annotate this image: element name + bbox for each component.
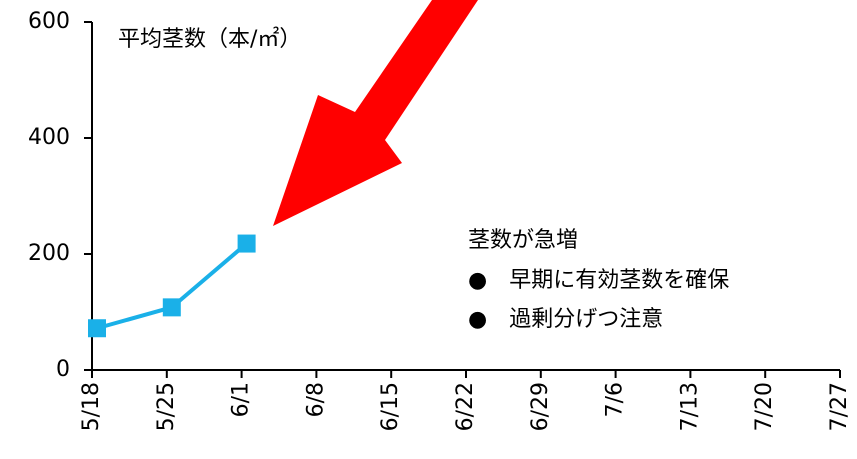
annotation: ● 過剰分げつ注意 — [468, 307, 663, 332]
marker — [162, 298, 181, 317]
marker — [237, 234, 256, 253]
y-tick-label: 400 — [28, 125, 70, 150]
chart-title: 平均茎数（本/㎡） — [118, 26, 301, 52]
y-tick-label: 200 — [28, 241, 70, 266]
annotation: 茎数が急増 — [468, 228, 578, 253]
x-tick-label: 7/6 — [603, 382, 628, 417]
x-tick-label: 6/22 — [453, 382, 478, 431]
marker — [88, 319, 106, 338]
x-tick-label: 7/20 — [752, 382, 777, 431]
x-tick-label: 7/13 — [677, 382, 702, 431]
x-tick-label: 6/1 — [229, 382, 254, 417]
annotation: ● 早期に有効茎数を確保 — [468, 268, 729, 293]
red-arrow — [273, 0, 478, 226]
x-tick-label: 6/8 — [303, 382, 328, 417]
x-tick-label: 7/27 — [827, 382, 852, 431]
x-tick-label: 5/18 — [79, 382, 104, 431]
y-tick-label: 0 — [56, 357, 70, 382]
x-tick-label: 6/29 — [528, 382, 553, 431]
x-tick-label: 5/25 — [154, 382, 179, 431]
x-tick-label: 6/15 — [378, 382, 403, 431]
y-tick-label: 600 — [28, 9, 70, 34]
